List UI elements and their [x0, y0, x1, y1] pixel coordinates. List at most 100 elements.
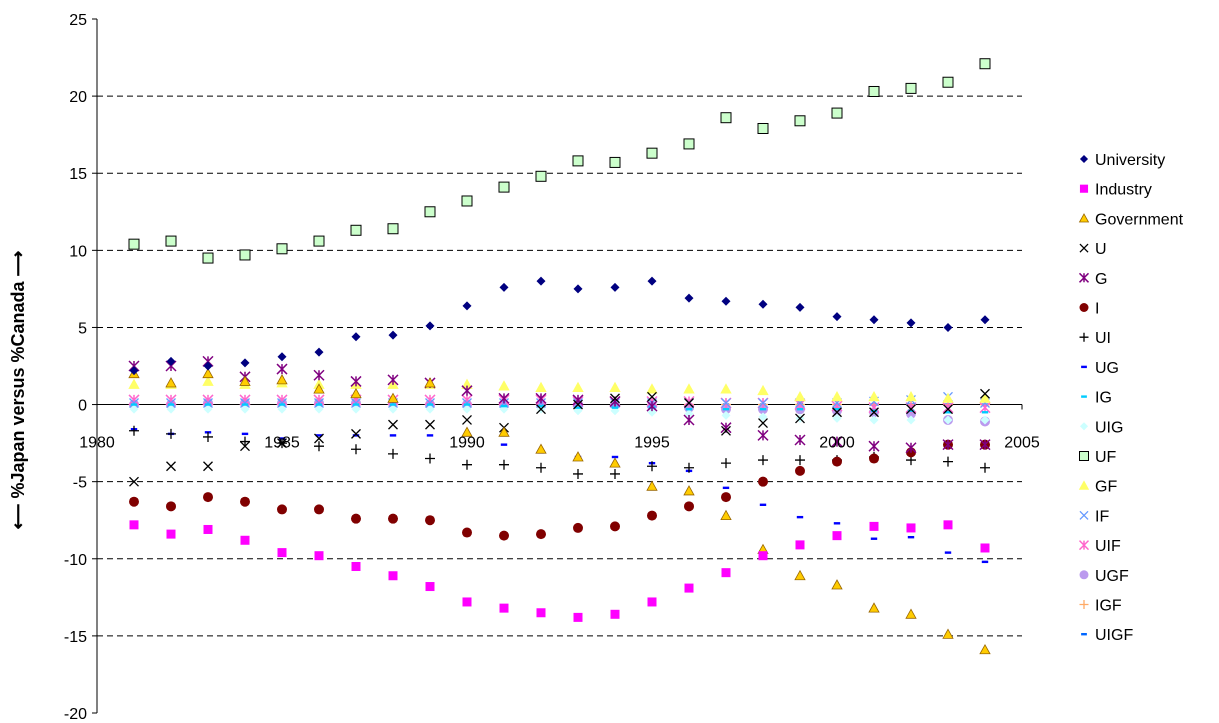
point-i-1985: [277, 504, 287, 515]
legend-label-g: G: [1095, 271, 1107, 288]
point-u-1994: [610, 393, 620, 404]
legend-marker-university: [1079, 154, 1089, 164]
legend-label-uigf: UIGF: [1095, 627, 1133, 644]
point-uf-1985: [276, 243, 288, 255]
point-gf-1983: [202, 375, 214, 386]
point-ug-1989: [426, 434, 434, 437]
legend-label-u: U: [1095, 241, 1107, 258]
point-uig-2001: [869, 415, 879, 425]
y-tick-label--15: -15: [64, 629, 87, 646]
point-university-2001: [869, 315, 879, 325]
point-g-1998: [757, 429, 769, 441]
y-axis-label: ⟵ %Japan versus %Canada ⟶: [8, 250, 28, 529]
point-u-1997: [721, 425, 731, 436]
point-ui-1982: [166, 428, 176, 439]
point-uif-2004: [979, 402, 991, 414]
point-if-1989: [425, 398, 435, 408]
point-ug-1998: [759, 503, 767, 506]
point-industry-1996: [684, 583, 694, 593]
point-ug-1991: [500, 443, 508, 446]
data-points: [128, 58, 991, 655]
point-g-1990: [461, 385, 473, 397]
point-i-1983: [203, 492, 213, 503]
point-uf-1983: [202, 252, 214, 264]
point-industry-1999: [795, 540, 805, 550]
point-uf-1982: [165, 235, 177, 247]
point-university-1992: [536, 276, 546, 286]
point-g-1986: [313, 369, 325, 381]
point-uf-2002: [905, 82, 917, 94]
point-university-1981: [129, 366, 139, 376]
point-university-1986: [314, 347, 324, 357]
point-uig-2003: [943, 415, 953, 425]
point-uf-1995: [646, 147, 658, 159]
point-i-1990: [462, 527, 472, 538]
point-i-1995: [647, 510, 657, 521]
point-university-2003: [943, 322, 953, 332]
legend-marker-ug: [1081, 365, 1087, 369]
point-i-1997: [721, 492, 731, 503]
point-uf-1999: [794, 115, 806, 127]
legend-label-if: IF: [1095, 508, 1109, 525]
point-u-1993: [573, 399, 583, 410]
point-g-1992: [535, 392, 547, 404]
point-i-1993: [573, 522, 583, 533]
y-tick-label-0: 0: [78, 398, 87, 415]
point-g-1987: [350, 375, 362, 387]
point-ig-2004: [981, 411, 989, 414]
y-tick-label--20: -20: [64, 706, 87, 723]
point-gf-2000: [831, 391, 843, 402]
point-uf-2004: [979, 58, 991, 70]
point-ui-1995: [647, 461, 657, 472]
point-if-1985: [277, 398, 287, 408]
point-uf-1989: [424, 206, 436, 218]
point-uf-1988: [387, 223, 399, 235]
point-government-1985: [276, 374, 288, 385]
legend-marker-industry: [1079, 184, 1089, 193]
point-industry-2002: [906, 523, 916, 533]
point-government-1992: [535, 443, 547, 454]
point-u-1987: [351, 428, 361, 439]
point-ug-2001: [870, 537, 878, 540]
point-u-1999: [795, 413, 805, 424]
point-if-1987: [351, 398, 361, 408]
point-i-1988: [388, 513, 398, 524]
y-tick-label--5: -5: [73, 475, 87, 492]
legend-label-gf: GF: [1095, 479, 1117, 496]
point-ig-1996: [685, 407, 693, 411]
point-government-1997: [720, 509, 732, 520]
point-uf-1996: [683, 138, 695, 150]
point-university-1982: [166, 356, 176, 366]
point-ig-1985: [278, 403, 286, 406]
point-industry-2004: [980, 543, 990, 553]
point-g-1988: [387, 374, 399, 386]
point-gf-1998: [757, 384, 769, 396]
point-i-1984: [240, 496, 250, 507]
point-i-1992: [536, 529, 546, 540]
point-government-2001: [868, 602, 880, 613]
legend-marker-uig: [1079, 422, 1089, 431]
point-i-1991: [499, 530, 509, 541]
point-uig-2000: [832, 413, 842, 423]
point-university-2002: [906, 318, 916, 328]
point-university-1996: [684, 293, 694, 303]
point-ig-2001: [870, 409, 878, 412]
point-government-1991: [498, 426, 510, 437]
legend-label-ig: IG: [1095, 390, 1112, 407]
point-i-1986: [314, 504, 324, 515]
point-university-1991: [499, 282, 509, 292]
point-ui-1986: [314, 441, 324, 452]
point-uig-1987: [351, 404, 361, 414]
point-if-1984: [240, 398, 250, 408]
y-tick-label-15: 15: [69, 166, 87, 183]
point-uf-1997: [720, 112, 732, 124]
point-industry-1995: [647, 597, 657, 607]
point-if-1986: [314, 398, 324, 408]
point-uig-1995: [647, 407, 657, 417]
point-u-2002: [906, 404, 916, 415]
point-university-1985: [277, 352, 287, 362]
point-industry-1987: [351, 561, 361, 571]
legend-label-ui: UI: [1095, 330, 1111, 347]
point-government-2002: [905, 608, 917, 619]
